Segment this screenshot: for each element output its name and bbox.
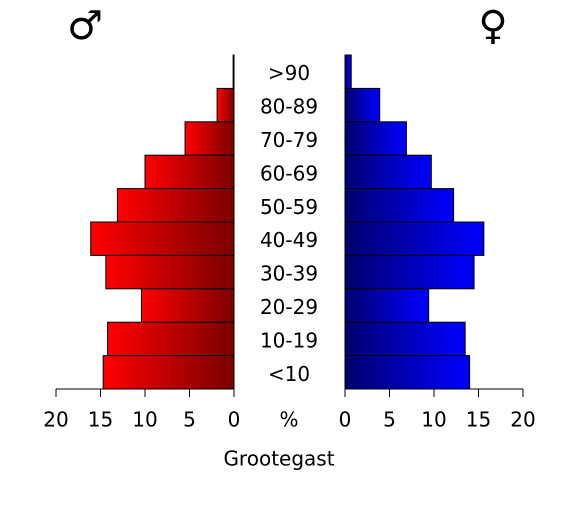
- male-bar: [90, 221, 235, 256]
- x-tick-label: 10: [421, 408, 446, 432]
- x-tick-label: 15: [466, 408, 491, 432]
- category-label: >90: [268, 61, 310, 85]
- female-bar: [344, 87, 381, 123]
- category-label: 50-59: [260, 195, 318, 219]
- female-bar: [344, 121, 407, 156]
- x-tick-label: 5: [383, 408, 396, 432]
- category-label: 20-29: [260, 295, 318, 319]
- category-label: 30-39: [260, 262, 318, 286]
- x-tick-label: 20: [43, 408, 68, 432]
- category-label: 10-19: [260, 328, 318, 352]
- male-bar: [105, 254, 235, 290]
- female-bar: [344, 54, 352, 89]
- x-tick-label: 20: [510, 408, 535, 432]
- male-bar: [216, 87, 235, 123]
- category-label: 70-79: [260, 128, 318, 152]
- male-bar: [140, 288, 235, 323]
- female-bar: [344, 254, 475, 290]
- female-bar: [344, 221, 485, 256]
- category-label: <10: [268, 362, 310, 386]
- x-tick-label: 10: [132, 408, 157, 432]
- male-bar: [107, 321, 235, 357]
- female-symbol: ♀: [478, 3, 507, 49]
- female-bar: [344, 355, 471, 390]
- x-tick-label: 15: [88, 408, 113, 432]
- male-bar: [184, 121, 235, 156]
- male-symbol: ♂: [67, 3, 103, 49]
- category-label: 40-49: [260, 228, 318, 252]
- female-bar: [344, 288, 430, 323]
- x-tick-label: 0: [339, 408, 352, 432]
- category-label: 80-89: [260, 95, 318, 119]
- x-tick-label: 0: [228, 408, 241, 432]
- female-bar: [344, 188, 455, 223]
- female-bar: [344, 321, 466, 357]
- male-bar: [116, 188, 235, 223]
- female-bar: [344, 154, 432, 190]
- category-label: 60-69: [260, 161, 318, 185]
- male-bar: [232, 54, 235, 89]
- male-bar: [144, 154, 235, 190]
- male-bar: [102, 355, 235, 390]
- x-tick-label: 5: [183, 408, 196, 432]
- chart-title: Grootegast: [223, 447, 334, 471]
- x-axis-label: %: [279, 408, 298, 432]
